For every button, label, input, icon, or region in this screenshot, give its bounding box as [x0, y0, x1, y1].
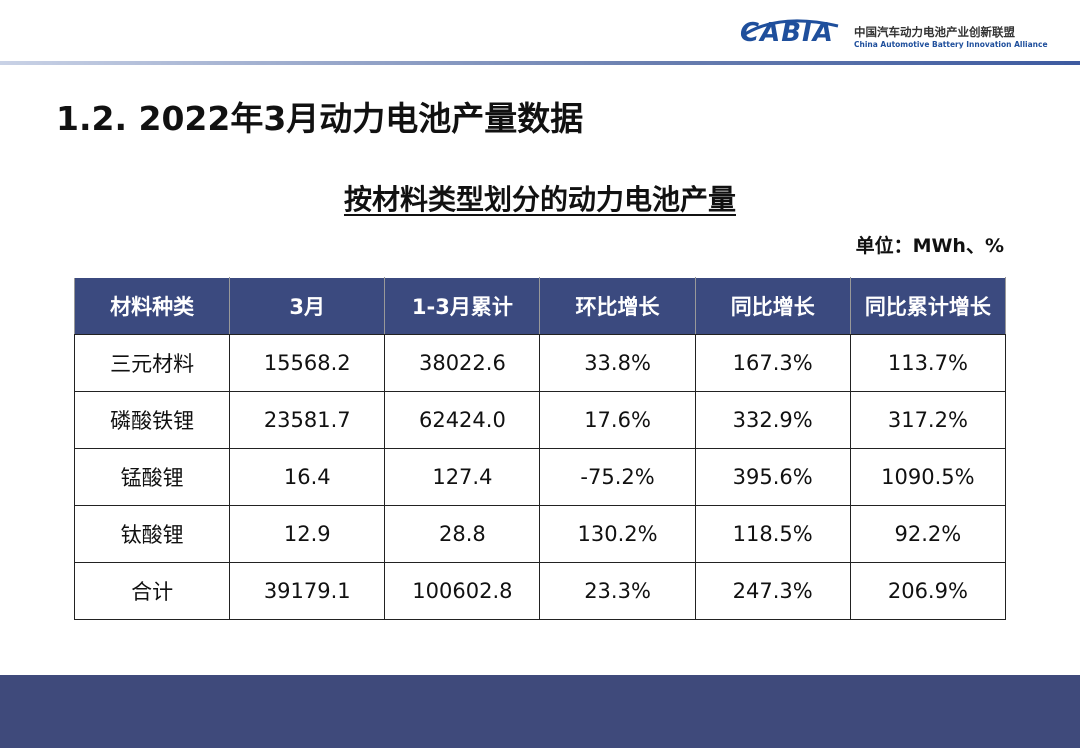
table-body: 三元材料 15568.2 38022.6 33.8% 167.3% 113.7% 磷酸铁锂 2… — [73, 334, 1007, 620]
table-row: 锰酸锂 16.4 127.4 -75.2% 395.6% 1090.5% — [73, 448, 1007, 506]
table-cell: 39179.1 — [229, 562, 386, 620]
table-cell: 合计 — [73, 562, 231, 620]
table-cell: 15568.2 — [229, 334, 386, 392]
table-cell: 钛酸锂 — [73, 505, 231, 563]
table-cell: 167.3% — [694, 334, 851, 392]
table-cell: 23.3% — [539, 562, 696, 620]
logo: CABIA — [740, 18, 834, 48]
column-header: 材料种类 — [73, 277, 231, 335]
table-cell: 100602.8 — [384, 562, 541, 620]
column-header: 3月 — [229, 277, 386, 335]
header-row: 材料种类 3月 1-3月累计 环比增长 同比增长 同比累计增长 — [73, 277, 1007, 335]
table-row: 三元材料 15568.2 38022.6 33.8% 167.3% 113.7% — [73, 334, 1007, 392]
table-cell: 113.7% — [849, 334, 1007, 392]
table-title: 按材料类型划分的动力电池产量 — [343, 183, 736, 216]
table-cell: 17.6% — [539, 391, 696, 449]
table-cell: 247.3% — [694, 562, 851, 620]
table-cell: 206.9% — [849, 562, 1007, 620]
column-header: 同比累计增长 — [849, 277, 1007, 335]
table-cell: -75.2% — [539, 448, 696, 506]
table-cell: 38022.6 — [384, 334, 541, 392]
table-row: 磷酸铁锂 23581.7 62424.0 17.6% 332.9% 317.2% — [73, 391, 1007, 449]
table-cell: 62424.0 — [384, 391, 541, 449]
unit-note: 单位：MWh、% — [855, 235, 1004, 257]
table-cell: 12.9 — [229, 505, 386, 563]
table-row: 钛酸锂 12.9 28.8 130.2% 118.5% 92.2% — [73, 505, 1007, 563]
table-cell: 92.2% — [849, 505, 1007, 563]
table-cell: 三元材料 — [73, 334, 231, 392]
footer-band — [0, 675, 1080, 748]
column-header: 1-3月累计 — [384, 277, 541, 335]
table-cell: 332.9% — [694, 391, 851, 449]
logo-arc — [741, 19, 839, 38]
column-header: 环比增长 — [539, 277, 696, 335]
org-name-cn: 中国汽车动力电池产业创新联盟 — [854, 25, 1015, 39]
data-table: 材料种类 3月 1-3月累计 环比增长 同比增长 同比累计增长 三元材料 15568.2 380… — [73, 277, 1007, 620]
table-cell: 23581.7 — [229, 391, 386, 449]
table-cell: 磷酸铁锂 — [73, 391, 231, 449]
table-cell: 28.8 — [384, 505, 541, 563]
header-rule — [0, 61, 1080, 65]
org-name-en: China Automotive Battery Innovation Alli… — [854, 40, 1048, 49]
table-cell: 1090.5% — [849, 448, 1007, 506]
table-cell: 118.5% — [694, 505, 851, 563]
column-header: 同比增长 — [694, 277, 851, 335]
table-cell: 锰酸锂 — [73, 448, 231, 506]
table-cell: 127.4 — [384, 448, 541, 506]
table-row: 合计 39179.1 100602.8 23.3% 247.3% 206.9% — [73, 562, 1007, 620]
table-cell: 16.4 — [229, 448, 386, 506]
table-cell: 130.2% — [539, 505, 696, 563]
table-cell: 33.8% — [539, 334, 696, 392]
table-cell: 317.2% — [849, 391, 1007, 449]
slide-title: 1.2. 2022年3月动力电池产量数据 — [56, 99, 584, 138]
table-cell: 395.6% — [694, 448, 851, 506]
